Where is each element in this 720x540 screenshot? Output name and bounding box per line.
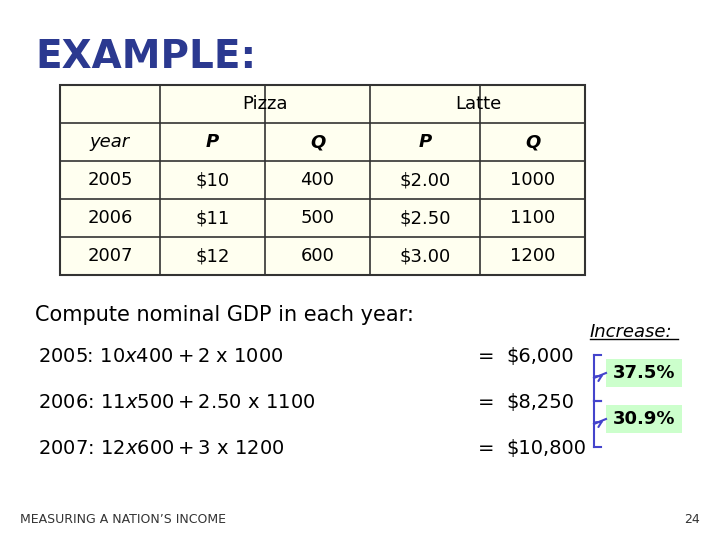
FancyBboxPatch shape: [60, 85, 585, 275]
Text: =: =: [478, 393, 495, 412]
Text: =: =: [478, 347, 495, 366]
Text: Latte: Latte: [456, 95, 502, 113]
Text: 2005: $10 x 400  +    $2 x 1000: 2005: $10 x 400 + $2 x 1000: [38, 347, 284, 366]
Text: =: =: [478, 439, 495, 458]
Text: 37.5%: 37.5%: [613, 364, 675, 382]
Text: $10: $10: [195, 171, 230, 189]
Text: $3.00: $3.00: [400, 247, 451, 265]
FancyBboxPatch shape: [606, 405, 682, 433]
Text: 1000: 1000: [510, 171, 555, 189]
Text: 2006: $11 x 500  + $2.50 x 1100: 2006: $11 x 500 + $2.50 x 1100: [38, 393, 315, 412]
FancyBboxPatch shape: [606, 359, 682, 387]
Text: EXAMPLE:: EXAMPLE:: [35, 38, 256, 76]
Text: Q: Q: [310, 133, 325, 151]
Text: $6,000: $6,000: [506, 347, 574, 366]
Text: MEASURING A NATION’S INCOME: MEASURING A NATION’S INCOME: [20, 513, 226, 526]
Text: $11: $11: [195, 209, 230, 227]
Text: $8,250: $8,250: [506, 393, 574, 412]
Text: year: year: [90, 133, 130, 151]
Text: 24: 24: [684, 513, 700, 526]
Text: 500: 500: [300, 209, 335, 227]
Text: $12: $12: [195, 247, 230, 265]
Text: 2006: 2006: [87, 209, 132, 227]
Text: 1200: 1200: [510, 247, 555, 265]
Text: 400: 400: [300, 171, 335, 189]
Text: $10,800: $10,800: [506, 439, 586, 458]
Text: 1100: 1100: [510, 209, 555, 227]
Text: P: P: [206, 133, 219, 151]
Text: Pizza: Pizza: [242, 95, 288, 113]
Text: 600: 600: [300, 247, 334, 265]
Text: $2.00: $2.00: [400, 171, 451, 189]
Text: 2007: 2007: [87, 247, 132, 265]
Text: 2005: 2005: [87, 171, 132, 189]
Text: 2007: $12 x 600  +    $3 x 1200: 2007: $12 x 600 + $3 x 1200: [38, 439, 284, 458]
Text: Increase:: Increase:: [590, 323, 672, 341]
Text: Compute nominal GDP in each year:: Compute nominal GDP in each year:: [35, 305, 414, 325]
Text: P: P: [418, 133, 431, 151]
Text: 30.9%: 30.9%: [613, 410, 675, 428]
Text: $2.50: $2.50: [400, 209, 451, 227]
Text: Q: Q: [525, 133, 540, 151]
